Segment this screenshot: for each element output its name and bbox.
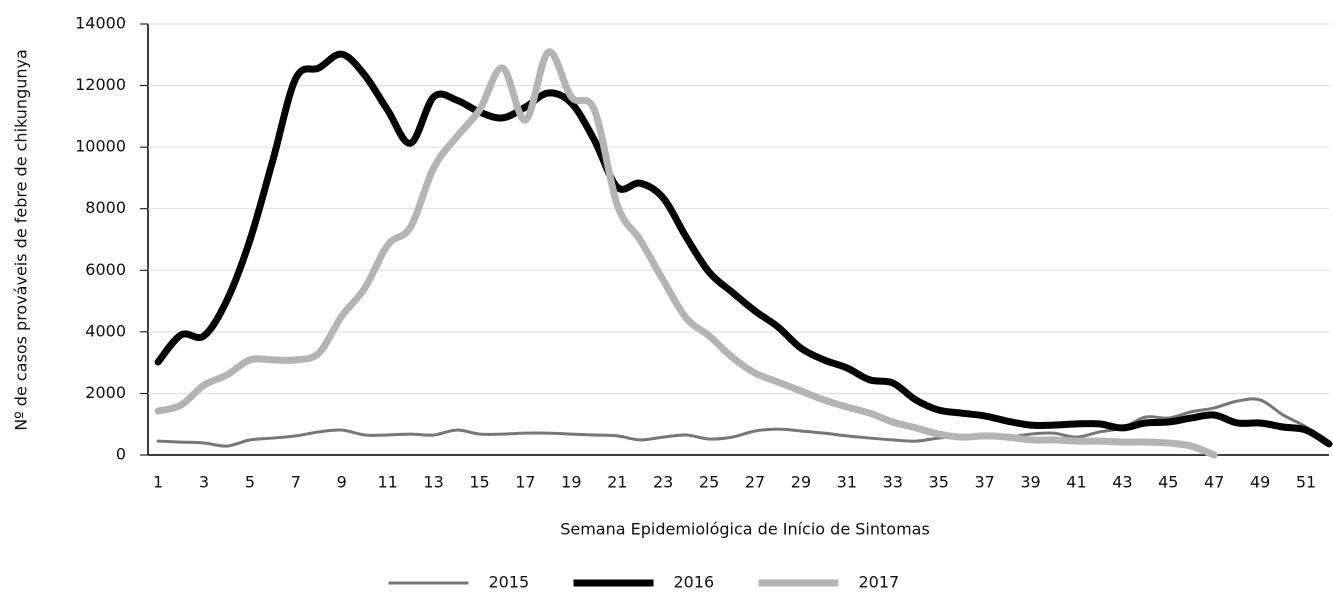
y-tick-label: 8000 <box>85 198 126 217</box>
x-tick-label: 21 <box>607 473 627 492</box>
x-tick-label: 47 <box>1204 473 1224 492</box>
x-tick-label: 45 <box>1158 473 1178 492</box>
x-tick-label: 3 <box>199 473 209 492</box>
y-tick-label: 2000 <box>85 383 126 402</box>
x-tick-label: 49 <box>1250 473 1270 492</box>
x-tick-label: 23 <box>653 473 673 492</box>
legend-label: 2015 <box>489 573 530 592</box>
x-tick-label: 7 <box>291 473 301 492</box>
x-tick-label: 31 <box>837 473 857 492</box>
y-tick-label: 4000 <box>85 321 126 340</box>
x-tick-label: 11 <box>378 473 398 492</box>
x-tick-label: 9 <box>337 473 347 492</box>
y-tick-label: 6000 <box>85 260 126 279</box>
x-tick-label: 33 <box>883 473 903 492</box>
y-tick-label: 14000 <box>75 14 126 33</box>
x-tick-label: 39 <box>1020 473 1040 492</box>
y-axis-label: Nº de casos prováveis de febre de chikun… <box>12 49 31 431</box>
x-tick-label: 17 <box>515 473 535 492</box>
x-tick-label: 41 <box>1066 473 1086 492</box>
y-tick-label: 10000 <box>75 137 126 156</box>
y-tick-label: 12000 <box>75 75 126 94</box>
x-tick-label: 5 <box>245 473 255 492</box>
x-tick-label: 29 <box>791 473 811 492</box>
x-tick-label: 27 <box>745 473 765 492</box>
x-tick-label: 15 <box>469 473 489 492</box>
x-tick-label: 35 <box>929 473 949 492</box>
x-tick-label: 43 <box>1112 473 1132 492</box>
x-axis-label: Semana Epidemiológica de Início de Sinto… <box>560 520 930 539</box>
series-line <box>154 50 1333 448</box>
legend-label: 2016 <box>674 573 715 592</box>
series-line <box>154 48 1218 459</box>
x-tick-label: 25 <box>699 473 719 492</box>
legend-label: 2017 <box>859 573 900 592</box>
y-tick-label: 0 <box>116 445 126 464</box>
x-tick-label: 19 <box>561 473 581 492</box>
x-tick-label: 1 <box>153 473 163 492</box>
x-tick-label: 37 <box>974 473 994 492</box>
x-tick-label: 13 <box>423 473 443 492</box>
x-tick-label: 51 <box>1296 473 1316 492</box>
